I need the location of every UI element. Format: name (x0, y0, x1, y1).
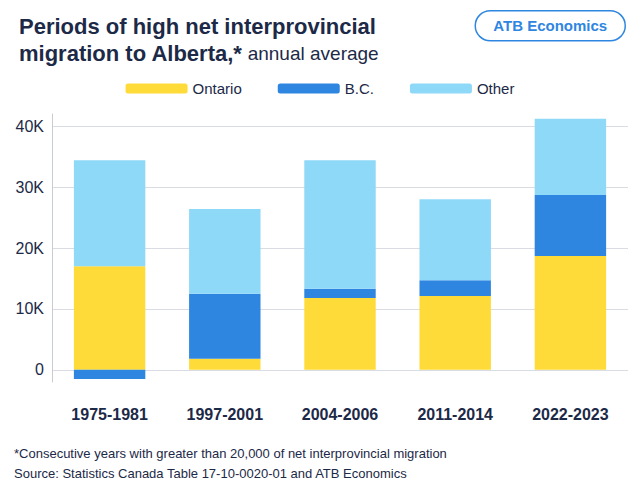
svg-text:annual average: annual average (248, 43, 379, 64)
svg-text:10K: 10K (16, 300, 45, 317)
svg-text:ATB Economics: ATB Economics (493, 17, 607, 34)
svg-text:Periods of high net interprovi: Periods of high net interprovincial (19, 14, 376, 39)
svg-text:migration to Alberta,*: migration to Alberta,* (19, 41, 242, 66)
svg-text:2011-2014: 2011-2014 (417, 406, 493, 423)
svg-text:0: 0 (35, 361, 44, 378)
svg-text:1997-2001: 1997-2001 (187, 406, 264, 423)
svg-text:B.C.: B.C. (345, 80, 374, 97)
svg-text:20K: 20K (16, 240, 45, 257)
svg-text:2004-2006: 2004-2006 (302, 406, 379, 423)
svg-text:Ontario: Ontario (193, 80, 242, 97)
svg-text:2022-2023: 2022-2023 (532, 406, 609, 423)
svg-text:40K: 40K (16, 118, 45, 135)
svg-text:30K: 30K (16, 179, 45, 196)
svg-text:Source: Statistics Canada Tabl: Source: Statistics Canada Table 17-10-00… (14, 466, 407, 481)
svg-text:*Consecutive years with greate: *Consecutive years with greater than 20,… (14, 446, 447, 461)
svg-text:1975-1981: 1975-1981 (71, 406, 148, 423)
svg-text:Other: Other (477, 80, 515, 97)
